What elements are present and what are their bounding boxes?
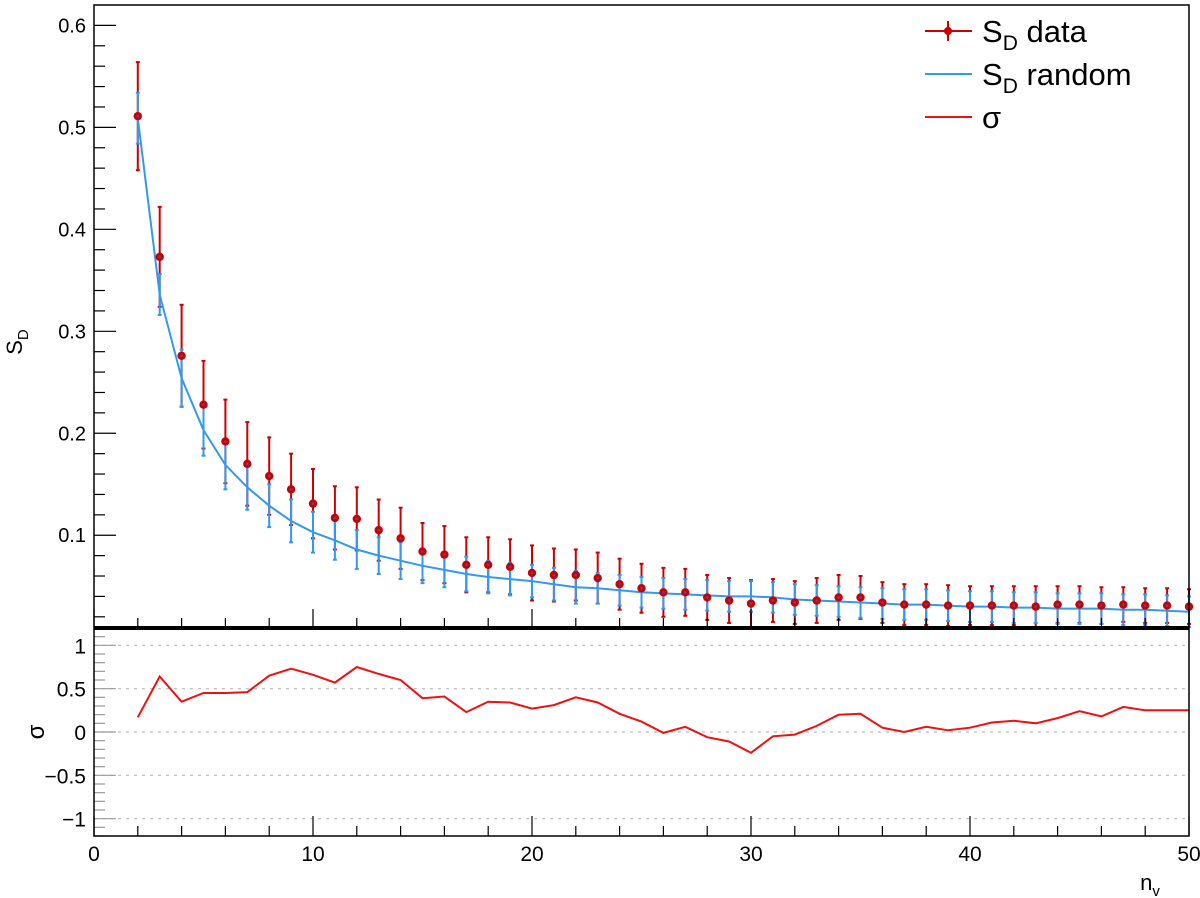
sd-data-point-center [267, 474, 271, 478]
sd-data-point-center [136, 114, 140, 118]
sd-data-point-center [508, 565, 512, 569]
bottom-y-tick-label: −1 [62, 809, 86, 832]
x-tick-label: 30 [739, 843, 762, 866]
sd-data-point-center [618, 582, 621, 586]
sd-data-point-center [881, 601, 884, 604]
sd-data-point-center [355, 517, 359, 521]
sd-data-point-center [530, 571, 534, 575]
sd-data-point-center [333, 516, 337, 520]
legend-swatch-data-marker [944, 27, 952, 35]
top-y-tick-label: 0.6 [58, 15, 86, 37]
x-tick-label: 40 [958, 843, 981, 866]
top-markers [133, 111, 1194, 611]
top-y-axis-label-sub: D [15, 329, 32, 340]
bottom-grid [94, 644, 1189, 820]
sd-data-point-center [946, 604, 950, 607]
sd-data-point-center [793, 601, 797, 604]
bottom-x-ticks: 0 10 20 30 40 50 [88, 816, 1200, 866]
sd-data-point-center [377, 528, 381, 532]
sd-data-point-center [1122, 603, 1125, 606]
sd-data-point-center [837, 596, 840, 599]
sd-data-point-center [246, 462, 249, 466]
sd-data-point-center [311, 502, 315, 505]
sd-data-point-center [158, 255, 161, 259]
bottom-y-tick-label: 1 [74, 635, 86, 658]
sd-data-point-center [399, 536, 402, 540]
sd-data-point-center [224, 440, 227, 443]
top-y-tick-label: 0.5 [58, 117, 86, 139]
top-y-tick-label: 0.4 [58, 219, 86, 241]
sd-data-point-center [1100, 604, 1103, 607]
legend-item-sigma: σ [925, 100, 1001, 135]
bottom-y-axis-label: σ [23, 724, 50, 739]
sd-data-point-center [968, 604, 972, 607]
top-y-axis-label-main: S [2, 340, 27, 355]
legend-item-sd-random: SD random [925, 57, 1132, 98]
bottom-frame [93, 627, 1190, 837]
sd-data-point-center [705, 596, 709, 599]
x-tick-label: 20 [520, 843, 543, 866]
sd-data-point-center [1165, 604, 1169, 607]
x-tick-label: 50 [1177, 843, 1200, 866]
sigma-line [136, 665, 1189, 754]
sd-data-point-center [1078, 603, 1081, 606]
sd-data-point-center [859, 596, 862, 599]
sd-data-point-center [990, 604, 994, 607]
sd-data-point-center [486, 563, 490, 567]
sd-data-point-center [662, 591, 665, 594]
x-tick-label: 10 [301, 843, 324, 866]
sd-data-point-center [771, 599, 775, 602]
top-y-tick-label: 0.1 [58, 525, 86, 547]
sd-data-point-center [815, 599, 818, 602]
sd-data-point-center [289, 488, 293, 491]
top-y-axis-label: SD [2, 329, 32, 355]
sd-data-point-center [421, 550, 424, 553]
bottom-y-ticks: −1 −0.5 0 0.5 1 [45, 635, 116, 837]
bottom-panel: −1 −0.5 0 0.5 1 0 10 20 30 40 50 σ nv [23, 627, 1200, 898]
sd-data-point-center [552, 573, 556, 577]
sd-data-point-center [924, 603, 928, 606]
top-y-tick-label: 0.2 [58, 423, 86, 445]
x-axis-label-main: n [1140, 870, 1152, 895]
sd-data-point-center [1143, 604, 1147, 607]
sd-data-point-center [640, 586, 643, 590]
sd-data-point-center [684, 591, 687, 594]
bottom-y-tick-label: 0.5 [57, 679, 86, 702]
top-y-tick-label: 0.3 [58, 321, 86, 343]
sd-data-point-center [443, 553, 446, 556]
sd-data-point-center [749, 602, 753, 605]
legend-label-sd-data: SD data [982, 14, 1088, 55]
sd-data-point-center [727, 599, 731, 602]
sd-data-point-center [1034, 605, 1037, 608]
top-y-ticks: 0.1 0.2 0.3 0.4 0.5 0.6 [58, 15, 116, 618]
sd-data-point-center [903, 603, 906, 606]
legend: SD data SD random σ [925, 14, 1132, 135]
sd-data-point-center [596, 576, 599, 580]
bottom-y-tick-label: −0.5 [45, 765, 86, 788]
legend-item-sd-data: SD data [925, 14, 1088, 55]
bottom-y-tick-label: 0 [74, 722, 86, 745]
x-axis-label-sub: v [1152, 883, 1160, 898]
legend-label-sigma: σ [982, 100, 1001, 135]
sd-data-point-center [180, 354, 183, 358]
sd-data-point-center [465, 563, 468, 567]
sd-data-point-center [1012, 604, 1016, 607]
sd-data-point-center [202, 403, 205, 407]
legend-label-sd-random: SD random [982, 57, 1132, 98]
sd-data-point-center [1056, 603, 1059, 606]
x-axis-label: nv [1140, 870, 1160, 898]
x-tick-label: 0 [88, 843, 100, 866]
sd-data-point-center [574, 573, 578, 577]
